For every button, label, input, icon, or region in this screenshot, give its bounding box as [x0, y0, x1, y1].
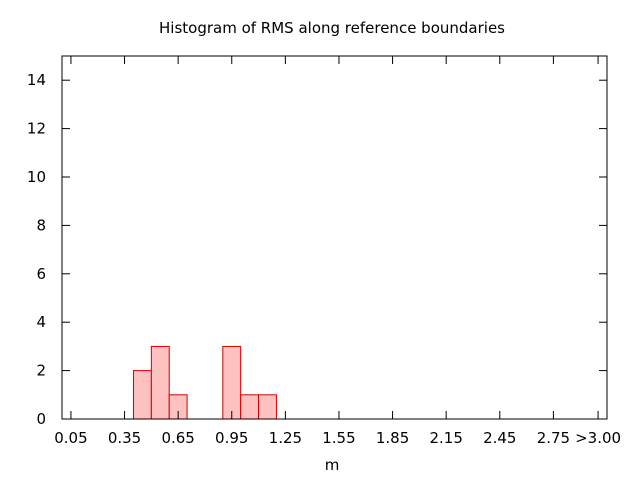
x-tick-label-5: 1.55	[322, 429, 355, 447]
x-tick-label-0: 0.05	[54, 429, 87, 447]
x-tick-label-7: 2.15	[429, 429, 462, 447]
y-tick-label-6: 12	[27, 120, 46, 138]
x-tick-label-2: 0.65	[161, 429, 194, 447]
x-axis-label: m	[325, 456, 340, 474]
x-tick-label-6: 1.85	[376, 429, 409, 447]
x-tick-labels: 0.05 0.35 0.65 0.95 1.25 1.55 1.85 2.15 2.45 2.75…	[54, 429, 621, 447]
y-tick-label-2: 4	[36, 313, 46, 331]
x-tick-label-8: 2.45	[483, 429, 516, 447]
y-tick-label-7: 14	[27, 71, 46, 89]
y-tick-label-3: 6	[36, 265, 46, 283]
chart-title: Histogram of RMS along reference boundar…	[159, 19, 505, 37]
y-tick-labels: 0 2 4 6 8 10 12 14	[27, 71, 46, 428]
histogram-bar-5	[258, 394, 277, 420]
x-tick-label-4: 1.25	[269, 429, 302, 447]
histogram-bar-1	[150, 345, 170, 420]
x-tick-label-1: 0.35	[108, 429, 141, 447]
ticks-group	[62, 56, 607, 420]
histogram-bar-4	[240, 394, 260, 420]
x-tick-label-10: >3.00	[575, 429, 621, 447]
y-tick-label-4: 8	[36, 216, 46, 234]
x-tick-label-9: 2.75	[537, 429, 570, 447]
y-tick-label-5: 10	[27, 168, 46, 186]
bars-group	[132, 345, 277, 420]
histogram-bar-3	[222, 345, 242, 420]
x-tick-label-3: 0.95	[215, 429, 248, 447]
histogram-bar-0	[132, 370, 152, 420]
y-tick-label-0: 0	[36, 410, 46, 428]
y-tick-label-1: 2	[36, 362, 46, 380]
plot-frame	[61, 55, 608, 420]
